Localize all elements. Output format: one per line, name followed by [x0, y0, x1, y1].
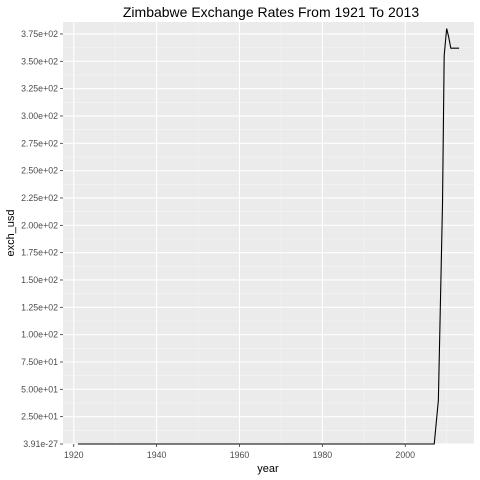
y-tick-label: 7.50e+01	[21, 357, 58, 367]
y-tick-label: 2.00e+02	[21, 220, 58, 230]
x-tick-label: 2000	[395, 450, 415, 460]
x-tick-label: 1980	[313, 450, 333, 460]
y-axis-title: exch_usd	[5, 209, 17, 256]
y-axis-ticks: 3.91e-27 2.50e+01 5.00e+01 7.50e+01 1.00e+02…	[21, 29, 63, 449]
plot-panel	[63, 22, 474, 444]
y-tick-label: 1.25e+02	[21, 302, 58, 312]
y-tick-label: 2.25e+02	[21, 193, 58, 203]
y-tick-label: 3.00e+02	[21, 111, 58, 121]
y-tick-label: 1.75e+02	[21, 248, 58, 258]
y-tick-label: 2.75e+02	[21, 138, 58, 148]
x-tick-label: 1940	[147, 450, 167, 460]
x-axis-ticks: 1920 1940 1960 1980 2000	[64, 444, 415, 460]
y-tick-label: 3.50e+02	[21, 56, 58, 66]
y-tick-label: 3.25e+02	[21, 84, 58, 94]
chart-title: Zimbabwe Exchange Rates From 1921 To 201…	[123, 4, 419, 20]
x-tick-label: 1960	[230, 450, 250, 460]
y-tick-label: 1.50e+02	[21, 275, 58, 285]
y-tick-label: 3.75e+02	[21, 29, 58, 39]
y-tick-label: 5.00e+01	[21, 384, 58, 394]
y-tick-label: 1.00e+02	[21, 330, 58, 340]
x-tick-label: 1920	[64, 450, 84, 460]
y-tick-label: 2.50e+01	[21, 412, 58, 422]
y-tick-label: 2.50e+02	[21, 166, 58, 176]
y-tick-label: 3.91e-27	[23, 439, 58, 449]
x-axis-title: year	[257, 463, 279, 475]
major-gridlines	[63, 22, 474, 445]
series-line	[77, 28, 460, 445]
